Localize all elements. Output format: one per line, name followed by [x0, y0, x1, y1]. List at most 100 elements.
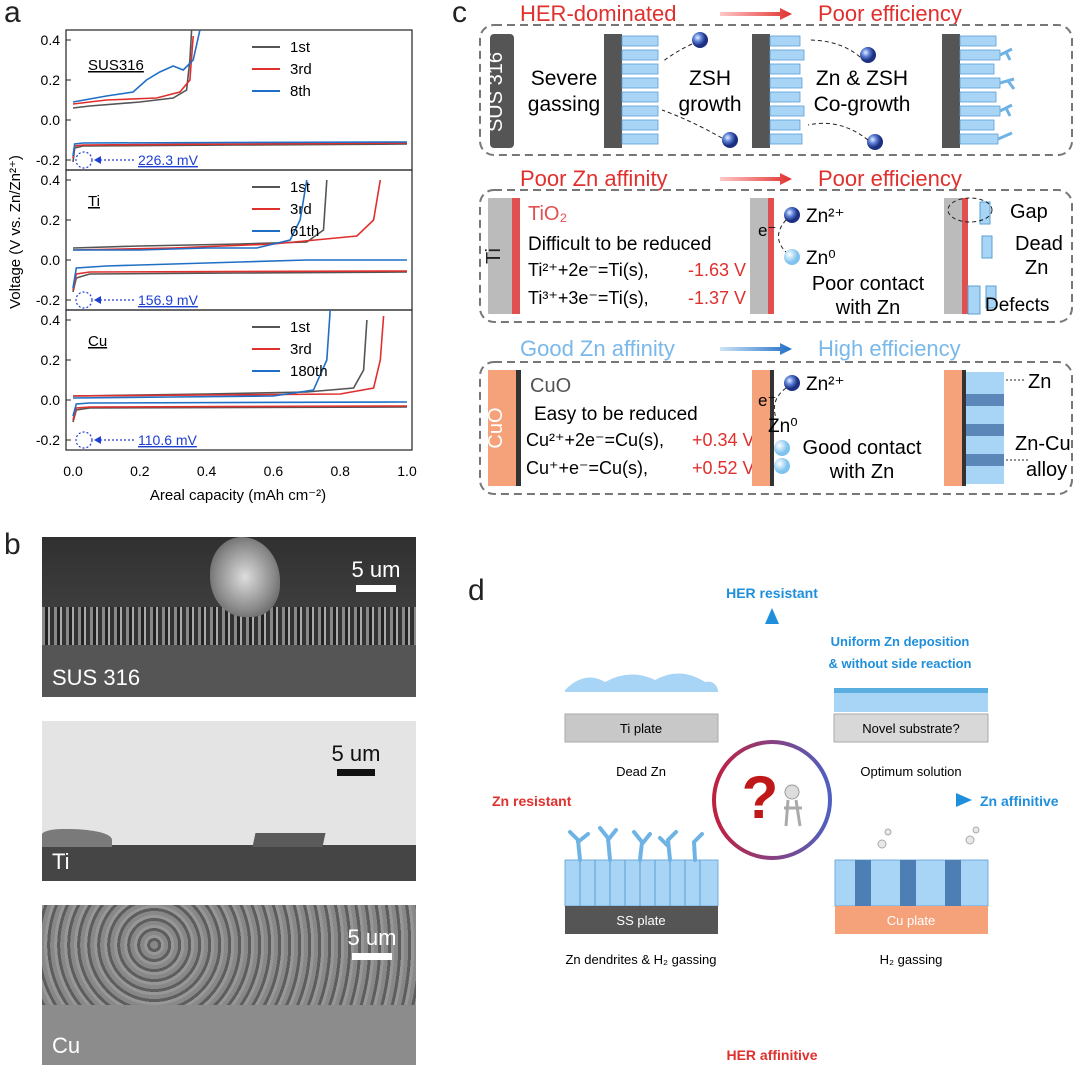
row2-defects: Defects [985, 295, 1049, 316]
row3-alloy2: alloy [1026, 459, 1067, 481]
axis-bottom-label: HER affinitive [726, 1047, 817, 1063]
y-tick-label: 0.4 [41, 312, 61, 328]
y-tick-label: 0.2 [41, 72, 61, 88]
series-line-1st [72, 179, 328, 249]
series-line-61th [73, 179, 308, 251]
scale-bar: 5 um [326, 741, 386, 776]
annotation-arrowhead [94, 156, 101, 164]
series-line-180th [72, 309, 331, 399]
scale-bar: 5 um [346, 557, 406, 592]
legend-label: 3rd [290, 341, 312, 358]
panel-label-d: d [468, 574, 485, 607]
tr-title-2: & without side reaction [828, 656, 971, 671]
row1-text: ZSH [689, 67, 731, 90]
row3-eq1-value: +0.34 V [692, 430, 755, 450]
series-line-3rd [72, 179, 382, 251]
row1-text: Severe [531, 67, 598, 90]
row3-side-label: CuO [485, 407, 507, 448]
panel-c-schematic: HER-dominated Poor efficiency SUS 316 Se… [479, 1, 1073, 495]
row2-eq1-value: -1.63 V [688, 260, 746, 280]
panel-label-c: c [452, 0, 467, 29]
y-tick-label: 0.0 [41, 392, 61, 408]
row3-electron: e⁻ [758, 391, 776, 410]
row2-eq2: Ti³⁺+3e⁻=Ti(s), [528, 288, 649, 308]
annotation-arrowhead [94, 436, 101, 444]
panel-a-ylabel: Voltage (V vs. Zn/Zn²⁺) [7, 155, 24, 309]
row2-gap: Gap [1010, 201, 1048, 223]
series-line-8th [72, 29, 201, 103]
row3-alloy1: Zn-Cu [1015, 433, 1071, 455]
series-line-1st [72, 271, 408, 293]
row3-oxide: CuO [530, 375, 571, 397]
row2-dead2: Zn [1025, 257, 1048, 279]
tr-plate-label: Novel substrate? [862, 721, 960, 736]
y-tick-label: 0.0 [41, 252, 61, 268]
y-tick-label: 0.2 [41, 352, 61, 368]
svg-text:?: ? [742, 764, 779, 831]
row1-left-title: HER-dominated [520, 1, 677, 26]
row2-eq2-value: -1.37 V [688, 288, 746, 308]
br-caption: H₂ gassing [880, 952, 943, 967]
row1-text: Zn & ZSH [816, 67, 908, 90]
x-tick: 0.2 [130, 463, 150, 479]
axis-right-label: Zn affinitive [980, 793, 1059, 809]
tr-title-1: Uniform Zn deposition [831, 634, 970, 649]
annotation-label: 110.6 mV [138, 432, 198, 448]
row2-atom: Zn⁰ [806, 248, 836, 269]
row2-dead1: Dead [1015, 233, 1063, 255]
row3-eq2-value: +0.52 V [692, 458, 755, 478]
x-tick: 0.6 [264, 463, 284, 479]
sem-label: SUS 316 [52, 665, 141, 690]
annotation-circle [75, 291, 93, 309]
bl-plate-label: SS plate [616, 913, 665, 928]
series-line-1st [72, 143, 408, 163]
panel-label-b: b [4, 528, 21, 561]
row2-left-title: Poor Zn affinity [520, 166, 668, 191]
row3-zn: Zn [1028, 371, 1051, 393]
annotation-arrowhead [94, 296, 101, 304]
y-tick-label: 0.4 [41, 172, 61, 188]
row3-right-title: High efficiency [818, 336, 961, 361]
y-tick-label: -0.2 [36, 292, 60, 308]
series-line-8th [72, 141, 408, 157]
series-line-180th [72, 401, 408, 417]
y-tick-label: -0.2 [36, 432, 60, 448]
row1-side-label: SUS 316 [485, 52, 507, 132]
row2-eq1: Ti²⁺+2e⁻=Ti(s), [528, 260, 649, 280]
row3-eq1: Cu²⁺+2e⁻=Cu(s), [526, 430, 664, 450]
x-tick: 0.0 [63, 463, 83, 479]
annotation-circle [75, 151, 93, 169]
row2-contact1: Poor contact [812, 273, 925, 295]
subplot-label: SUS316 [88, 57, 144, 74]
sem-label: Cu [52, 1033, 81, 1058]
x-tick: 0.4 [197, 463, 217, 479]
series-line-3rd [72, 35, 194, 105]
row3-contact1: Good contact [803, 437, 922, 459]
tr-caption: Optimum solution [860, 764, 961, 779]
row3-contact2: with Zn [829, 461, 894, 483]
row3-line1: Easy to be reduced [534, 404, 698, 425]
row2-ion: Zn²⁺ [806, 206, 845, 227]
legend-label: 180th [290, 363, 328, 380]
tl-plate-label: Ti plate [620, 721, 662, 736]
subplot-frame [65, 309, 413, 451]
series-line-3rd [72, 405, 408, 421]
row2-contact2: with Zn [835, 297, 900, 319]
axis-top-label: HER resistant [726, 585, 818, 601]
x-tick: 1.0 [397, 463, 417, 479]
annotation-label: 226.3 mV [138, 152, 199, 168]
sem-label: Ti [52, 849, 70, 874]
legend-label: 3rd [290, 201, 312, 218]
panel-label-a: a [4, 0, 21, 29]
series-line-1st [72, 406, 408, 423]
panel-a-charts: Voltage (V vs. Zn/Zn²⁺) Areal capacity (… [7, 29, 417, 504]
legend-label: 1st [290, 319, 311, 336]
sem-image-sus316: 5 um SUS 316 [42, 537, 416, 697]
row1-text: gassing [528, 93, 600, 116]
legend-label: 3rd [290, 61, 312, 78]
series-line-61th [72, 259, 407, 289]
legend-label: 61th [290, 223, 319, 240]
scale-bar: 5 um [342, 925, 402, 960]
row2-oxide: TiO₂ [528, 203, 567, 225]
x-tick: 0.8 [330, 463, 350, 479]
